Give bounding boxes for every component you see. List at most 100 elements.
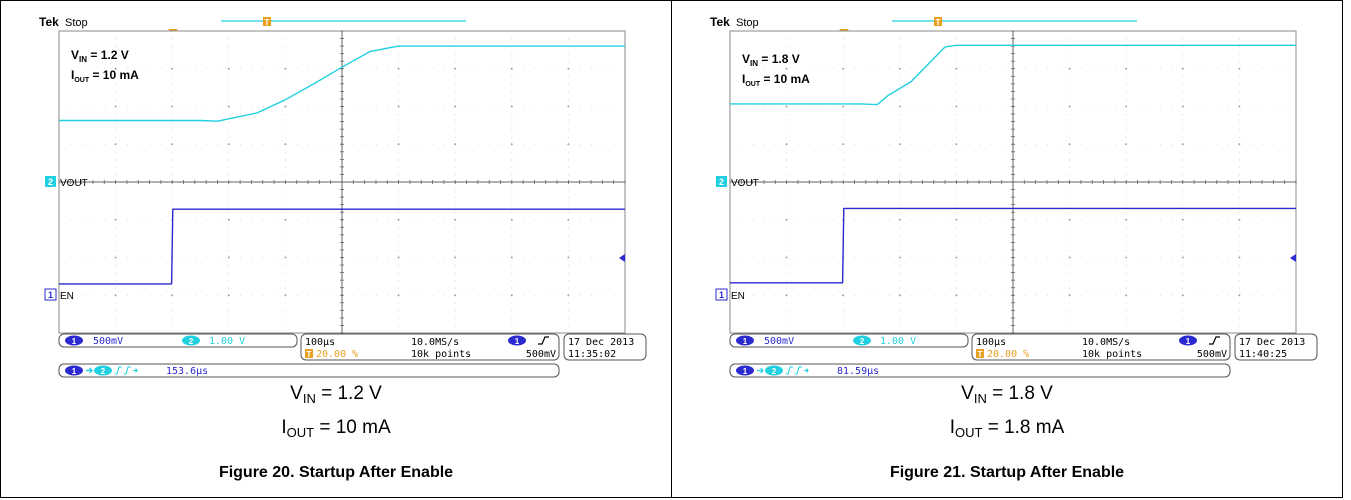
acquisition-readout-box xyxy=(971,333,1231,361)
svg-text:2: 2 xyxy=(860,337,865,346)
svg-text:T: T xyxy=(265,18,270,27)
measurement-value-text: 153.6µs xyxy=(166,366,208,377)
brand-label: Tek xyxy=(710,15,730,29)
trigger-level-text: 500mV xyxy=(526,349,556,360)
figure-title: Figure 21. Startup After Enable xyxy=(889,464,1125,481)
svg-text:1: 1 xyxy=(743,367,748,376)
svg-text:T: T xyxy=(307,350,312,359)
svg-text:2: 2 xyxy=(772,367,777,376)
caption-iout: IOUT = 10 mA xyxy=(281,417,391,440)
svg-text:2: 2 xyxy=(189,337,194,346)
rising-edge-icon xyxy=(538,336,549,345)
iout-annotation: IOUT = 10 mA xyxy=(742,72,810,88)
ch2-scale-badge: 2 xyxy=(182,335,200,346)
ch1-scale-text: 500mV xyxy=(93,336,123,347)
measurement-target-badge: 2 xyxy=(94,365,112,376)
figure-panel-21: Tek Stop T T VIN = 1.8 V IOUT = 10 mA 2 … xyxy=(671,0,1343,498)
trace-layer xyxy=(59,45,625,285)
ch1-scale-badge: 1 xyxy=(65,335,83,346)
trigger-position-icon: T xyxy=(976,349,984,359)
trigger-source-badge: 1 xyxy=(1179,335,1197,346)
date-text: 17 Dec 2013 xyxy=(568,337,634,348)
datetime-readout-box xyxy=(1234,333,1318,361)
timebase-text: 100µs xyxy=(305,337,335,348)
arrow-right-icon xyxy=(757,367,764,374)
en-channel-marker: 1 EN xyxy=(44,288,74,302)
trigger-level-arrow xyxy=(619,254,625,262)
measurement-readout-box xyxy=(58,363,560,378)
ch1-scale-text: 500mV xyxy=(764,336,794,347)
caption-vin: VIN = 1.8 V xyxy=(961,383,1053,406)
record-length-text: 10k points xyxy=(411,349,471,360)
vout-channel-label: VOUT xyxy=(60,178,88,189)
vin-annotation: VIN = 1.2 V xyxy=(71,48,129,64)
record-trigger-marker: T xyxy=(263,17,271,27)
ch1-scale-badge: 1 xyxy=(736,335,754,346)
en-channel-marker: 1 EN xyxy=(715,288,745,302)
measurement-target-badge: 2 xyxy=(765,365,783,376)
svg-text:1: 1 xyxy=(1186,337,1191,346)
trace-en xyxy=(730,207,1296,284)
svg-text:1: 1 xyxy=(48,290,53,300)
status-label: Stop xyxy=(65,17,88,29)
figure-title: Figure 20. Startup After Enable xyxy=(218,464,454,481)
ch2-scale-text: 1.00 V xyxy=(209,336,245,347)
edge-pair-icon xyxy=(786,366,809,375)
scope-screenshot: Tek Stop T T VIN = 1.8 V IOUT = 10 mA 2 … xyxy=(710,15,1318,378)
measurement-source-badge: 1 xyxy=(736,365,754,376)
measurement-readout-box xyxy=(729,363,1231,378)
edge-pair-icon xyxy=(115,366,138,375)
ch2-scale-badge: 2 xyxy=(853,335,871,346)
acquisition-readout-box xyxy=(300,333,560,361)
svg-text:1: 1 xyxy=(515,337,520,346)
scope-screenshot: Tek Stop T T VIN = 1.2 V IOUT = 10 mA 2 … xyxy=(39,15,647,378)
channel-readout-box xyxy=(729,333,969,348)
svg-text:1: 1 xyxy=(72,337,77,346)
rising-edge-icon xyxy=(1209,336,1220,345)
vout-channel-marker: 2 VOUT xyxy=(716,176,759,189)
trace-vout xyxy=(730,44,1296,106)
svg-text:2: 2 xyxy=(101,367,106,376)
sample-rate-text: 10.0MS/s xyxy=(1082,337,1130,348)
svg-text:T: T xyxy=(978,350,983,359)
vout-channel-label: VOUT xyxy=(731,178,759,189)
sample-rate-text: 10.0MS/s xyxy=(411,337,459,348)
time-text: 11:40:25 xyxy=(1239,349,1287,360)
en-channel-label: EN xyxy=(731,291,745,302)
vin-annotation: VIN = 1.8 V xyxy=(742,52,800,68)
ch2-scale-text: 1.00 V xyxy=(880,336,916,347)
datetime-readout-box xyxy=(563,333,647,361)
graticule-center-axes xyxy=(729,30,1297,334)
timebase-text: 100µs xyxy=(976,337,1006,348)
measurement-value-text: 81.59µs xyxy=(837,366,879,377)
time-text: 11:35:02 xyxy=(568,349,616,360)
trigger-position-icon: T xyxy=(305,349,313,359)
iout-annotation: IOUT = 10 mA xyxy=(71,68,139,84)
trace-en xyxy=(59,208,625,285)
figure-panel-20: Tek Stop T T VIN = 1.2 V IOUT = 10 mA 2 … xyxy=(0,0,672,498)
record-length-text: 10k points xyxy=(1082,349,1142,360)
record-trigger-marker: T xyxy=(934,17,942,27)
vout-channel-marker: 2 VOUT xyxy=(45,176,88,189)
trace-vout xyxy=(59,45,625,122)
channel-readout-box xyxy=(58,333,298,348)
svg-text:2: 2 xyxy=(719,177,724,187)
trace-layer xyxy=(730,44,1296,284)
trigger-position-text: 20.00 % xyxy=(316,349,358,360)
svg-text:T: T xyxy=(936,18,941,27)
brand-label: Tek xyxy=(39,15,59,29)
svg-text:1: 1 xyxy=(743,337,748,346)
measurement-source-badge: 1 xyxy=(65,365,83,376)
caption-iout: IOUT = 1.8 mA xyxy=(949,417,1065,440)
graticule-center-axes xyxy=(58,30,626,334)
trigger-source-badge: 1 xyxy=(508,335,526,346)
trigger-level-arrow xyxy=(1290,254,1296,262)
svg-text:1: 1 xyxy=(719,290,724,300)
status-label: Stop xyxy=(736,17,759,29)
date-text: 17 Dec 2013 xyxy=(1239,337,1305,348)
caption-vin: VIN = 1.2 V xyxy=(290,383,382,406)
svg-text:1: 1 xyxy=(72,367,77,376)
trigger-position-text: 20.00 % xyxy=(987,349,1029,360)
svg-text:2: 2 xyxy=(48,177,53,187)
en-channel-label: EN xyxy=(60,291,74,302)
